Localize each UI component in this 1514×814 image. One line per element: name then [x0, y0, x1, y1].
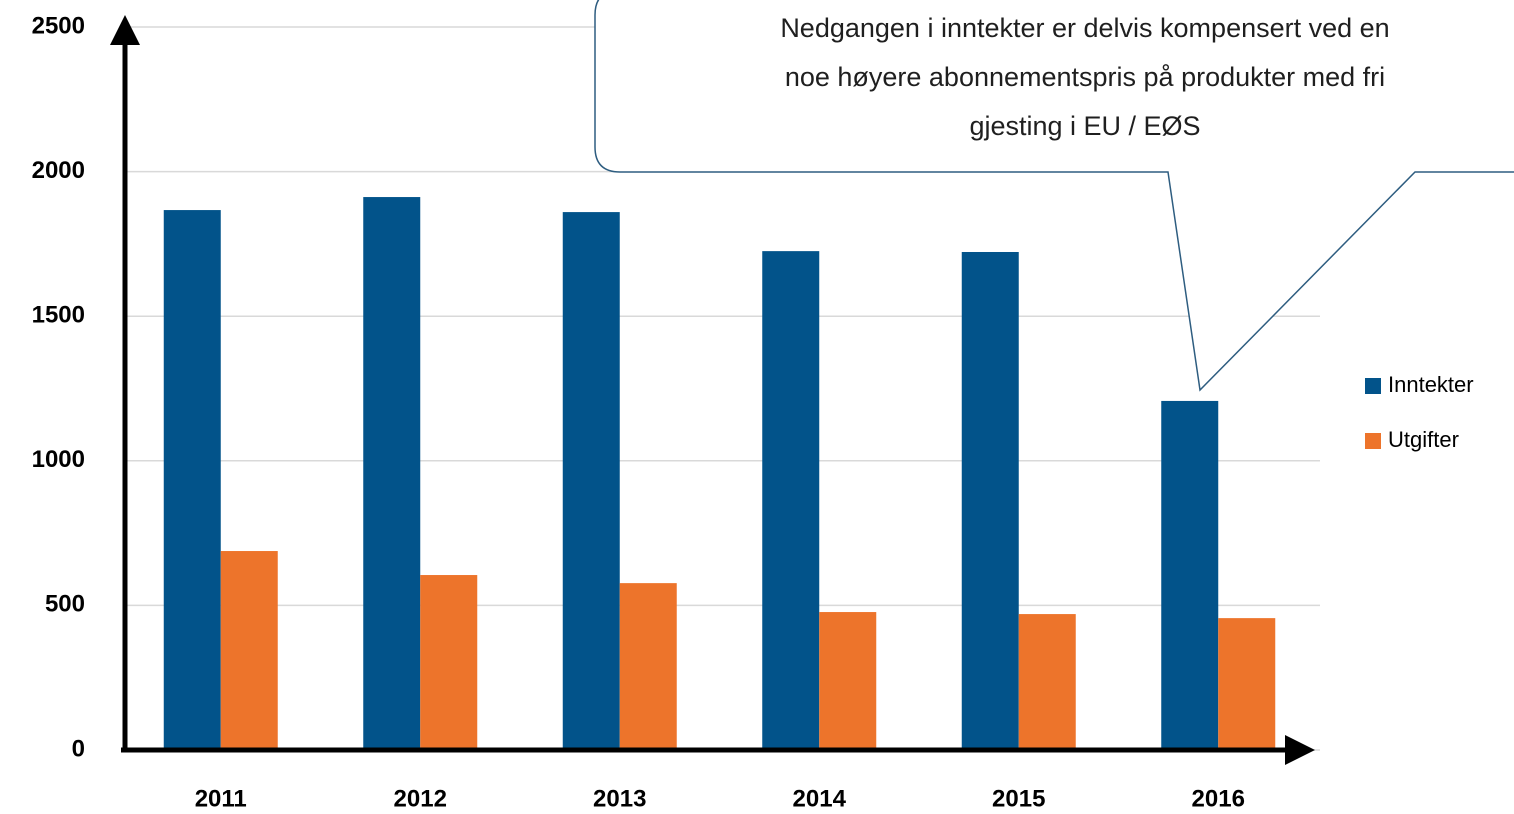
- bars: [163, 197, 1276, 750]
- bar: [363, 197, 421, 750]
- legend: Inntekter Utgifter: [1365, 372, 1474, 452]
- bar: [819, 612, 877, 750]
- annotation-line: Nedgangen i inntekter er delvis kompense…: [780, 13, 1389, 43]
- legend-swatch: [1365, 378, 1381, 394]
- y-tick-label: 2000: [32, 157, 85, 184]
- x-tick-label: 2014: [793, 785, 847, 812]
- y-tick-label: 1500: [32, 302, 85, 329]
- legend-swatch: [1365, 433, 1381, 449]
- x-tick-label: 2012: [394, 785, 447, 812]
- x-tick-label: 2013: [593, 785, 646, 812]
- bar: [220, 551, 278, 750]
- x-tick-label: 2015: [992, 785, 1045, 812]
- x-tick-label: 2011: [195, 785, 247, 812]
- legend-label: Utgifter: [1388, 427, 1459, 452]
- y-tick-label: 1000: [32, 446, 85, 473]
- bar: [562, 212, 620, 750]
- annotation: Nedgangen i inntekter er delvis kompense…: [780, 13, 1389, 141]
- annotation-line: gjesting i EU / EØS: [969, 111, 1200, 141]
- bar: [1161, 400, 1219, 750]
- bar: [762, 251, 820, 750]
- x-tick-label: 2016: [1192, 785, 1245, 812]
- y-tick-label: 2500: [32, 12, 85, 39]
- legend-label: Inntekter: [1388, 372, 1474, 397]
- y-tick-label: 0: [72, 735, 85, 762]
- bar: [420, 575, 478, 750]
- bar: [1018, 614, 1076, 750]
- bar: [1218, 618, 1276, 750]
- bar: [163, 210, 221, 750]
- y-tick-label: 500: [45, 591, 85, 618]
- bar: [619, 583, 677, 750]
- annotation-line: noe høyere abonnementspris på produkter …: [785, 62, 1385, 92]
- callout: [594, 0, 1514, 392]
- bar: [961, 251, 1019, 750]
